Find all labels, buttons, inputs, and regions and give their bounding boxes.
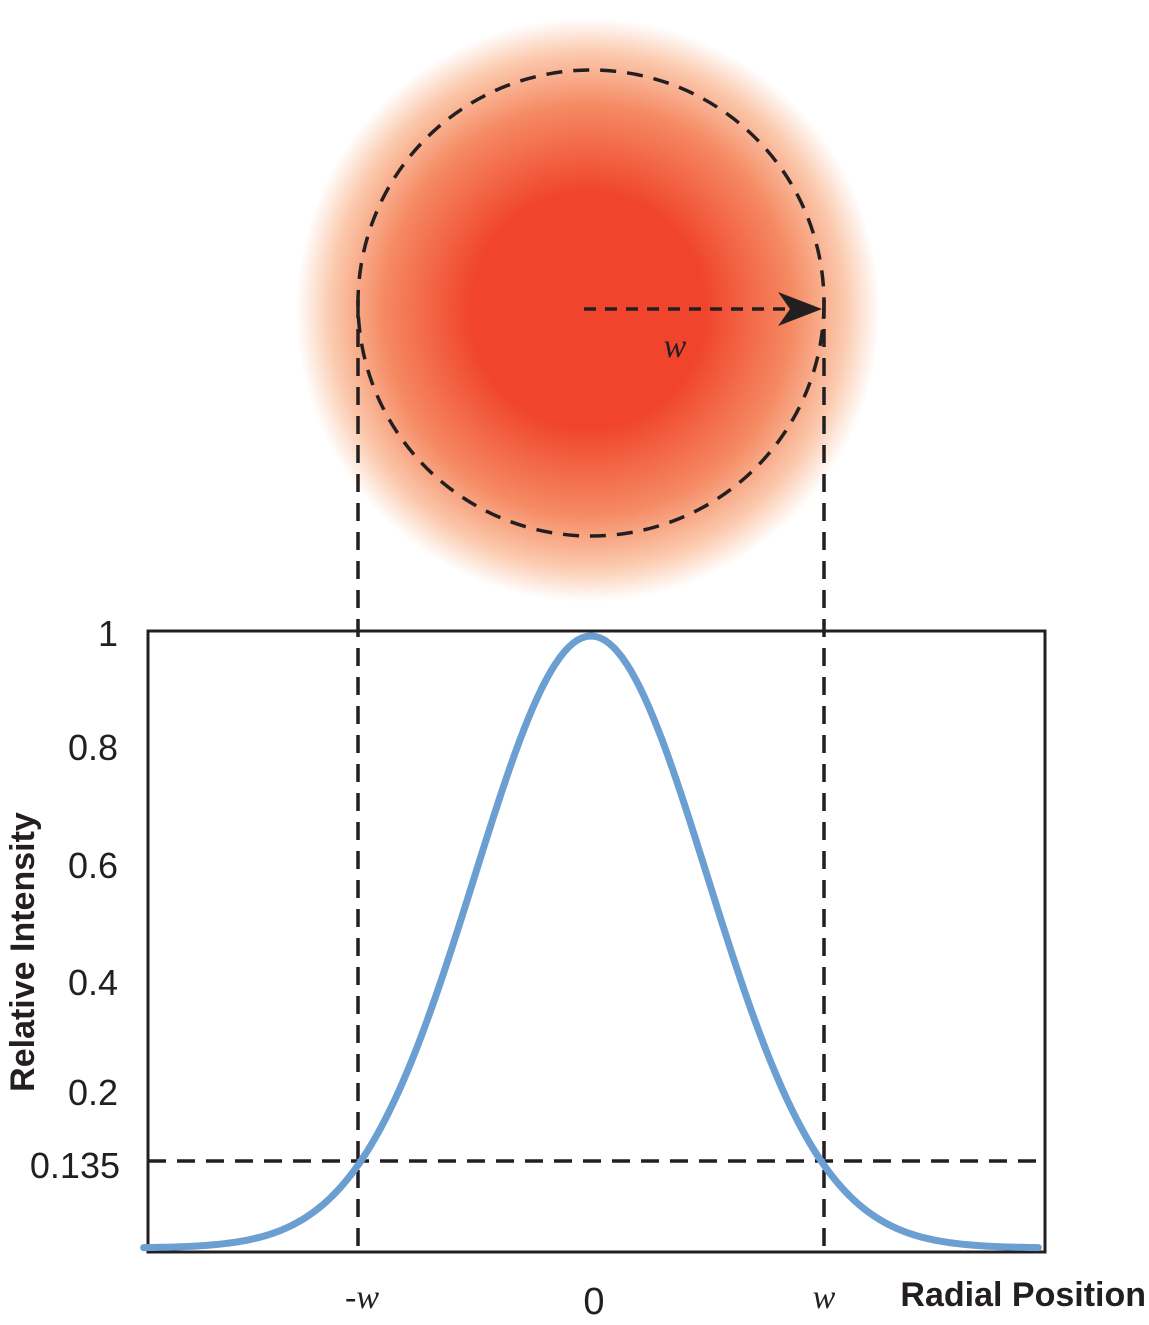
x-tick-label-minus-w: -w [345,1279,379,1316]
y-tick-label: 0.8 [68,727,118,768]
y-tick-label: 0.6 [68,845,118,886]
y-tick-label: 0.2 [68,1072,118,1113]
plot-frame [146,629,1047,1254]
x-tick-label-w: w [813,1279,836,1316]
radius-label: w [664,328,687,365]
y-tick-labels: 1 0.8 0.6 0.4 0.2 0.135 [30,613,120,1186]
intensity-curve [140,632,1042,1252]
x-axis-title: Radial Position [900,1276,1146,1314]
radius-arrow-head [778,292,822,326]
beam-spot: w [296,18,880,602]
y-tick-label: 1 [98,613,118,654]
x-tick-label-zero: 0 [583,1281,604,1323]
x-tick-labels: -w 0 w [345,1279,836,1323]
y-tick-label: 0.4 [68,962,118,1003]
y-axis-title: Relative Intensity [4,812,42,1092]
y-tick-label: 0.135 [30,1145,120,1186]
